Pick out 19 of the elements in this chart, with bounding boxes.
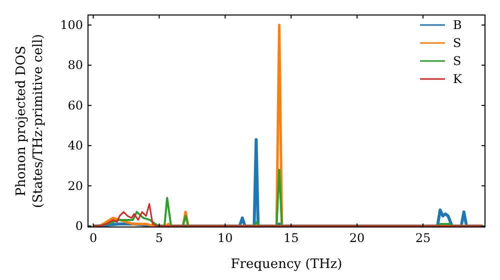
x-tick-label: 15 <box>283 231 299 245</box>
y-tick-label: 0 <box>75 218 83 233</box>
x-tick-label: 5 <box>155 231 164 245</box>
x-tick-label: 20 <box>349 231 365 245</box>
y-tick-label: 60 <box>68 98 83 112</box>
y-tick-label: 20 <box>68 178 83 193</box>
y-axis-title: Phonon projected DOS (States/THz·primitive cell) <box>14 34 46 208</box>
line-series <box>92 203 484 227</box>
x-tick-label: 10 <box>218 231 233 245</box>
x-tick-label: 25 <box>415 231 431 245</box>
x-axis-title: Frequency (THz) <box>230 257 342 272</box>
legend-label: B <box>453 18 462 32</box>
legend-label: S <box>453 36 462 50</box>
y-tick-label: 40 <box>68 138 83 153</box>
y-tick-label: 80 <box>68 58 83 72</box>
legend-label: S <box>453 54 462 68</box>
y-tick-label: 100 <box>60 18 83 32</box>
legend-label: K <box>453 72 463 86</box>
x-tick-label: 0 <box>89 231 98 245</box>
